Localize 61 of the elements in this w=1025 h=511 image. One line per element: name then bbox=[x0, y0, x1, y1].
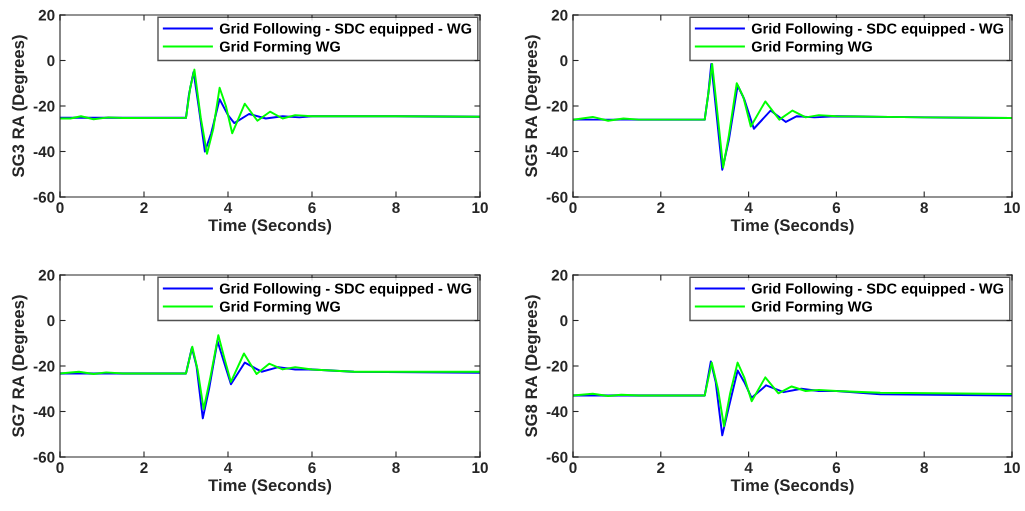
x-tick-label: 4 bbox=[744, 202, 753, 213]
y-axis-title: SG5 RA (Degrees) bbox=[524, 35, 541, 177]
x-tick-label: 2 bbox=[140, 202, 148, 213]
legend-label: Grid Forming WG bbox=[219, 301, 340, 315]
y-tick-label: -20 bbox=[33, 100, 55, 112]
y-tick-label: -60 bbox=[546, 191, 568, 203]
y-tick-label: -20 bbox=[546, 100, 568, 112]
y-tick-label: -60 bbox=[33, 191, 55, 203]
x-tick-label: 6 bbox=[308, 462, 316, 474]
x-axis-title: Time (Seconds) bbox=[730, 218, 854, 235]
x-tick-label: 0 bbox=[56, 202, 64, 214]
legend-label: Grid Forming WG bbox=[751, 41, 872, 55]
x-tick-label: 0 bbox=[569, 462, 577, 474]
x-tick-label: 0 bbox=[56, 462, 64, 474]
y-tick-label: 20 bbox=[38, 9, 55, 21]
x-tick-label: 6 bbox=[832, 202, 841, 214]
x-tick-label: 8 bbox=[392, 202, 400, 214]
x-axis-title: Time (Seconds) bbox=[208, 218, 332, 235]
y-tick-label: -40 bbox=[546, 146, 568, 158]
x-tick-label: 2 bbox=[657, 202, 665, 213]
x-tick-label: 4 bbox=[223, 462, 233, 473]
y-tick-label: -20 bbox=[546, 360, 568, 372]
x-tick-label: 4 bbox=[223, 202, 233, 213]
legend-label: Grid Following - SDC equipped - WG bbox=[219, 283, 472, 297]
x-tick-label: 0 bbox=[569, 202, 577, 214]
y-tick-label: -40 bbox=[33, 146, 55, 158]
x-tick-label: 10 bbox=[472, 202, 488, 214]
y-tick-label: -20 bbox=[33, 360, 55, 372]
y-tick-label: 20 bbox=[551, 269, 568, 281]
legend-label: Grid Following - SDC equipped - WG bbox=[751, 283, 1004, 297]
y-tick-label: -60 bbox=[33, 451, 55, 463]
y-tick-label: -40 bbox=[33, 406, 55, 418]
x-tick-label: 4 bbox=[744, 462, 753, 473]
x-tick-label: 6 bbox=[308, 202, 316, 214]
y-tick-label: 0 bbox=[47, 55, 55, 67]
x-tick-label: 10 bbox=[472, 462, 488, 474]
y-axis-title: SG7 RA (Degrees) bbox=[11, 295, 28, 437]
legend-label: Grid Following - SDC equipped - WG bbox=[751, 23, 1004, 37]
y-tick-label: 0 bbox=[560, 55, 568, 67]
y-axis-title: SG8 RA (Degrees) bbox=[524, 295, 541, 437]
y-tick-label: 0 bbox=[47, 315, 55, 327]
x-tick-label: 2 bbox=[657, 462, 665, 473]
y-tick-label: -40 bbox=[546, 406, 568, 418]
x-tick-label: 6 bbox=[832, 462, 841, 474]
y-axis-title: SG3 RA (Degrees) bbox=[11, 35, 28, 177]
y-tick-label: 0 bbox=[560, 315, 568, 327]
x-tick-label: 8 bbox=[392, 462, 400, 474]
x-tick-label: 8 bbox=[920, 202, 928, 214]
line-series bbox=[60, 334, 480, 411]
x-tick-label: 10 bbox=[1004, 202, 1020, 214]
y-tick-label: -60 bbox=[546, 451, 568, 463]
x-tick-label: 8 bbox=[920, 462, 928, 474]
x-tick-label: 2 bbox=[140, 462, 148, 473]
legend-label: Grid Following - SDC equipped - WG bbox=[219, 23, 472, 37]
y-tick-label: 20 bbox=[38, 269, 55, 281]
x-axis-title: Time (Seconds) bbox=[730, 478, 854, 495]
legend-label: Grid Forming WG bbox=[219, 41, 340, 55]
x-tick-label: 10 bbox=[1004, 462, 1020, 474]
x-axis-title: Time (Seconds) bbox=[208, 478, 332, 495]
legend-label: Grid Forming WG bbox=[751, 301, 872, 315]
y-tick-label: 20 bbox=[551, 9, 568, 21]
